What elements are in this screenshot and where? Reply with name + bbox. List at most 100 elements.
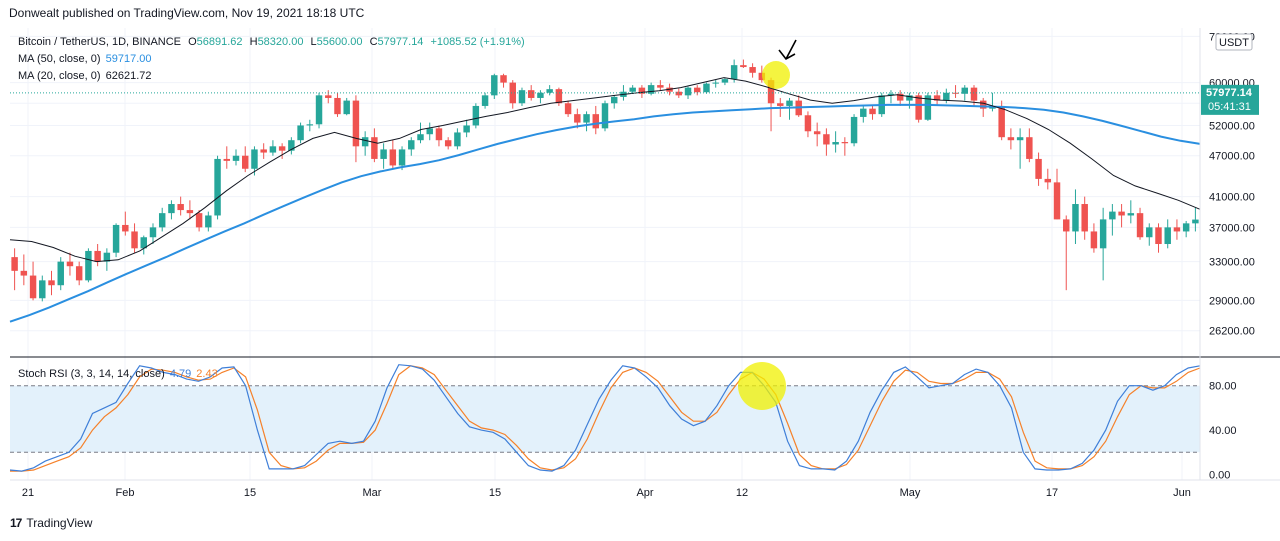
candle-body xyxy=(122,224,129,232)
candle-body xyxy=(841,142,849,144)
candle-body xyxy=(94,250,101,262)
candle-body xyxy=(352,100,360,147)
candle-body xyxy=(325,95,332,98)
rsi-band xyxy=(10,385,1200,453)
candle-body xyxy=(730,65,738,80)
price-tick-label: 41000.00 xyxy=(1209,192,1255,204)
time-tick-label: 17 xyxy=(1046,487,1058,499)
candle-body xyxy=(1192,219,1199,224)
candle-body xyxy=(361,137,369,147)
candle-body xyxy=(813,131,821,135)
candle-body xyxy=(435,128,443,141)
legend-change: +1085.52 (+1.91%) xyxy=(430,36,525,48)
candle-body xyxy=(1090,231,1098,249)
legend-ma20-value: 62621.72 xyxy=(105,70,152,82)
legend-ma50-value: 59717.00 xyxy=(105,53,152,65)
legend-open-label: O xyxy=(188,36,197,48)
candle-body xyxy=(1053,182,1061,220)
candle-body xyxy=(131,231,138,249)
time-tick-label: Apr xyxy=(636,487,653,499)
candle-body xyxy=(472,105,480,126)
candle-body xyxy=(583,114,590,123)
candle-body xyxy=(223,158,231,161)
candle-body xyxy=(214,158,221,216)
candle-body xyxy=(684,87,692,96)
legend-open: 56891.62 xyxy=(196,36,243,48)
candle-body xyxy=(629,87,636,92)
candle-body xyxy=(1118,211,1125,216)
legend-high: 58320.00 xyxy=(257,36,304,48)
candle-body xyxy=(832,142,839,145)
candle-body xyxy=(657,85,664,88)
time-tick-label: Jun xyxy=(1173,487,1191,499)
candle-body xyxy=(906,95,913,101)
candle-body xyxy=(334,97,341,115)
stoch-rsi-k-line xyxy=(9,364,1201,472)
candle-body xyxy=(1109,211,1116,220)
candle-body xyxy=(306,124,314,126)
candle-body xyxy=(103,252,111,262)
candle-body xyxy=(712,82,719,84)
candle-body xyxy=(417,134,424,141)
candle-body xyxy=(1007,137,1015,141)
candle-body xyxy=(269,146,277,153)
candle-body xyxy=(647,85,655,94)
candle-body xyxy=(703,83,710,93)
candle-body xyxy=(767,80,775,104)
candle-body xyxy=(491,75,498,96)
candle-body xyxy=(454,132,461,147)
candle-body xyxy=(463,125,470,133)
candle-body xyxy=(408,140,415,150)
time-tick-label: Mar xyxy=(363,487,382,499)
candle-body xyxy=(500,75,507,83)
ma50-line xyxy=(9,103,1201,323)
candle-body xyxy=(1026,137,1033,159)
candle-body xyxy=(804,115,812,132)
candle-body xyxy=(140,237,147,249)
legend-ma50-row[interactable]: MA (50, close, 0) 59717.00 xyxy=(18,52,152,66)
annotations xyxy=(738,39,797,410)
candle-body xyxy=(85,250,92,281)
candle-body xyxy=(481,95,489,106)
candle-body xyxy=(740,65,747,68)
price-tick-label: 37000.00 xyxy=(1209,222,1255,234)
candle-body xyxy=(869,108,876,115)
tradingview-logo[interactable]: 17 TradingView xyxy=(10,516,92,530)
candle-body xyxy=(1081,204,1088,232)
highlight-circle-price xyxy=(762,61,790,89)
legend-ma20-row[interactable]: MA (20, close, 0) 62621.72 xyxy=(18,69,152,83)
last-price-tag xyxy=(1201,84,1259,115)
candle-body xyxy=(555,89,563,104)
moving-average-lines xyxy=(9,77,1201,323)
candle-body xyxy=(721,79,729,83)
price-tick-label: 33000.00 xyxy=(1209,257,1255,269)
candle-body xyxy=(158,213,166,228)
rsi-band-area xyxy=(10,385,1200,453)
candle-body xyxy=(205,215,212,228)
stoch-rsi-d-line xyxy=(10,365,1201,472)
candle-body xyxy=(380,149,387,159)
time-tick-label: 21 xyxy=(22,487,34,499)
candle-body xyxy=(1164,227,1171,245)
candle-body xyxy=(749,67,756,73)
legend-symbol: Bitcoin / TetherUS, 1D, BINANCE xyxy=(18,36,182,48)
legend-ma20-label: MA (20, close, 0) xyxy=(18,70,101,82)
candle-body xyxy=(786,100,793,106)
time-tick-label: May xyxy=(900,487,921,499)
candle-body xyxy=(315,95,323,125)
candle-body xyxy=(278,146,286,151)
legend-close: 57977.14 xyxy=(377,36,424,48)
candle-body xyxy=(933,95,941,101)
candle-body xyxy=(675,91,683,96)
legend-stoch-rsi-row[interactable]: Stoch RSI (3, 3, 14, 14, close) 4.79 2.4… xyxy=(18,367,218,381)
candle-body xyxy=(112,224,120,253)
stoch-rsi-lines xyxy=(9,364,1201,472)
candlestick-series xyxy=(11,59,1199,302)
candle-body xyxy=(1173,227,1181,232)
price-tick-label: 52000.00 xyxy=(1209,120,1255,132)
candle-body xyxy=(1146,227,1153,238)
candle-body xyxy=(389,149,397,166)
candle-body xyxy=(149,227,157,238)
candle-body xyxy=(518,90,526,104)
